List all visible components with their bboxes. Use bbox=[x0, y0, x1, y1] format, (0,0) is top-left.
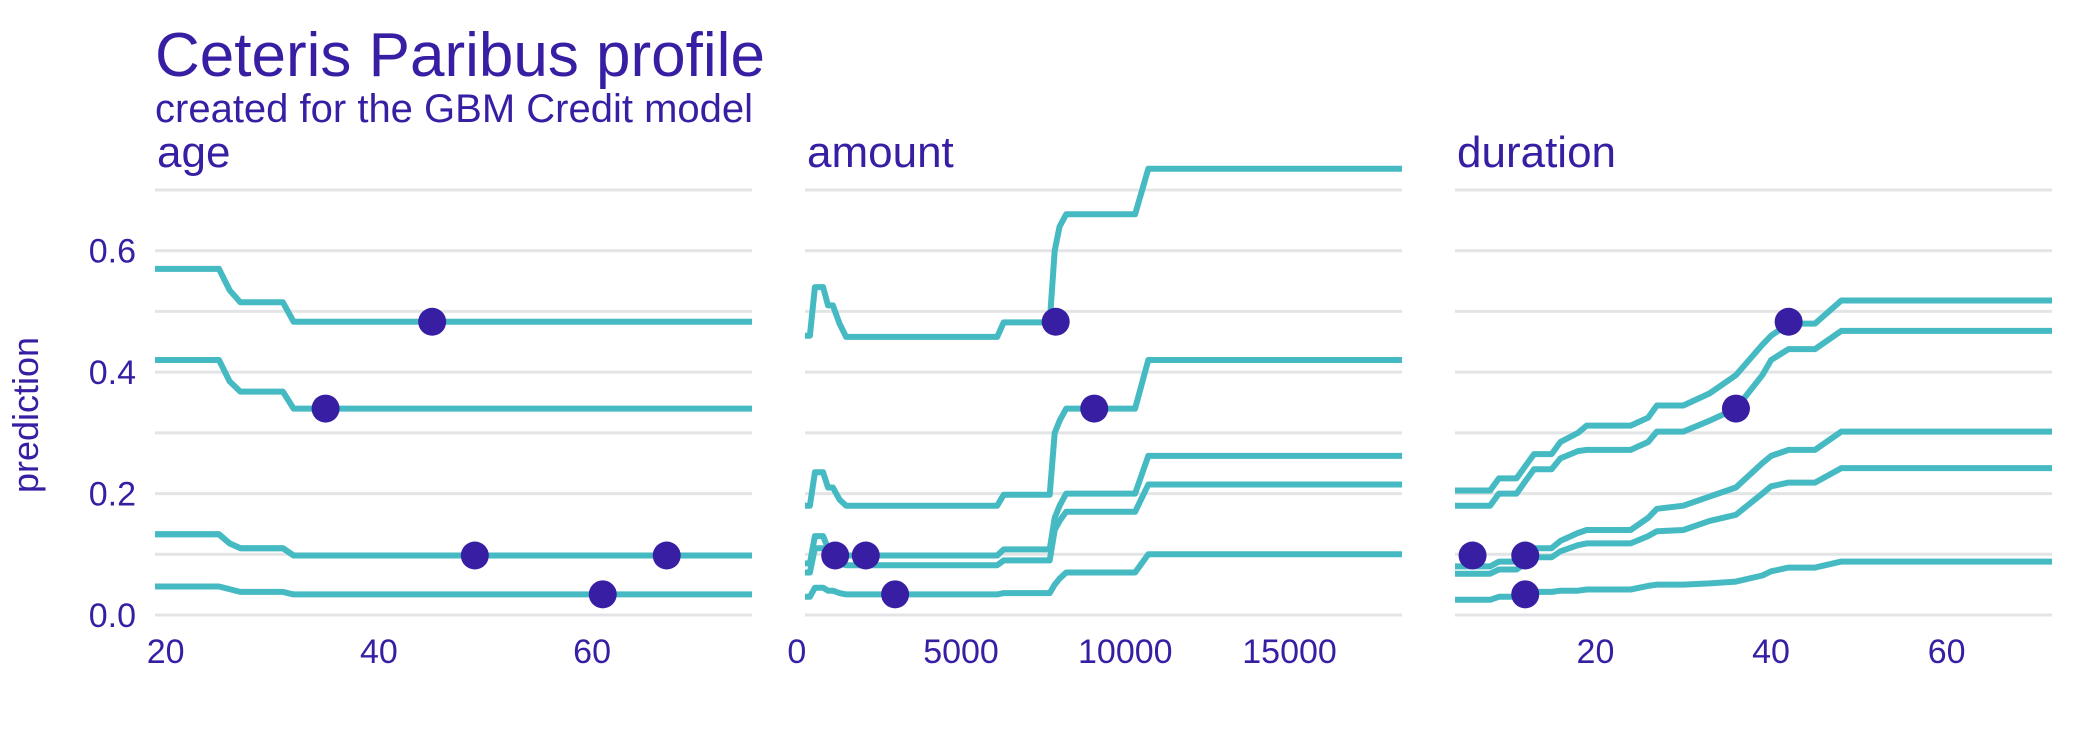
observation-point-duration bbox=[1721, 394, 1750, 423]
y-tick-label: 0.2 bbox=[89, 476, 136, 514]
observation-point-amount bbox=[851, 541, 880, 570]
observation-point-amount bbox=[881, 580, 910, 609]
x-tick-label-amount: 0 bbox=[787, 633, 806, 671]
observation-point-age bbox=[588, 580, 617, 609]
x-tick-label-amount: 10000 bbox=[1078, 633, 1173, 671]
x-tick-label-age: 40 bbox=[360, 633, 398, 671]
y-tick-label: 0.6 bbox=[89, 233, 136, 271]
observation-point-duration bbox=[1511, 541, 1540, 570]
profile-line-duration bbox=[1455, 558, 2052, 603]
observation-point-duration bbox=[1458, 541, 1487, 570]
x-tick-label-amount: 15000 bbox=[1242, 633, 1337, 671]
observation-point-amount bbox=[1080, 394, 1109, 423]
profile-line-age bbox=[155, 531, 752, 559]
profile-line-amount bbox=[805, 481, 1402, 576]
observation-point-age bbox=[652, 541, 681, 570]
observation-point-amount bbox=[1041, 307, 1070, 336]
observation-point-age bbox=[460, 541, 489, 570]
profile-line-duration bbox=[1455, 327, 2052, 509]
profile-line-age bbox=[155, 357, 752, 412]
observation-point-duration bbox=[1511, 580, 1540, 609]
profile-line-amount bbox=[805, 452, 1402, 567]
observation-point-duration bbox=[1774, 307, 1803, 336]
x-tick-label-duration: 40 bbox=[1752, 633, 1790, 671]
chart-subtitle: created for the GBM Credit model bbox=[155, 87, 754, 131]
chart-title: Ceteris Paribus profile bbox=[155, 21, 765, 90]
panel-label-age: age bbox=[157, 128, 230, 177]
observation-point-age bbox=[418, 307, 447, 336]
profile-line-amount bbox=[805, 551, 1402, 600]
profile-line-duration bbox=[1455, 465, 2052, 577]
panel-label-amount: amount bbox=[807, 128, 954, 177]
profile-line-age bbox=[155, 583, 752, 598]
x-tick-label-age: 60 bbox=[573, 633, 611, 671]
profile-line-amount bbox=[805, 165, 1402, 340]
observation-point-amount bbox=[821, 541, 850, 570]
y-tick-label: 0.4 bbox=[89, 354, 136, 392]
profile-line-age bbox=[155, 265, 752, 325]
y-tick-label: 0.0 bbox=[89, 597, 136, 635]
x-tick-label-age: 20 bbox=[147, 633, 185, 671]
x-tick-label-duration: 20 bbox=[1577, 633, 1615, 671]
x-tick-label-amount: 5000 bbox=[923, 633, 999, 671]
x-tick-label-duration: 60 bbox=[1928, 633, 1966, 671]
panel-label-duration: duration bbox=[1457, 128, 1616, 177]
observation-point-age bbox=[311, 394, 340, 423]
